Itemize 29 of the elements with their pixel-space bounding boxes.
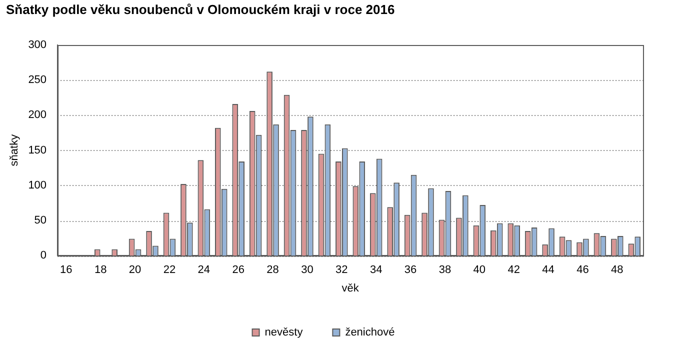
x-tick-label: 16: [60, 264, 72, 276]
y-tick-label: 300: [28, 39, 47, 52]
legend-label: nevěsty: [264, 326, 304, 339]
y-tick-label: 50: [34, 214, 47, 227]
x-tick-label: 18: [94, 264, 107, 276]
x-tick-label: 34: [370, 264, 382, 276]
x-axis-title: věk: [342, 282, 360, 294]
x-tick-label: 32: [336, 264, 348, 276]
x-tick-label: 24: [198, 264, 210, 276]
x-tick-label: 40: [473, 264, 486, 276]
x-tick-label: 38: [438, 264, 452, 276]
legend-label: ženichové: [345, 326, 395, 339]
y-tick-label: 200: [28, 109, 47, 122]
y-tick-label: 150: [28, 144, 47, 156]
y-tick-label: 0: [40, 250, 47, 262]
x-tick-label: 48: [611, 264, 624, 276]
x-tick-label: 22: [163, 264, 176, 276]
x-tick-label: 42: [508, 264, 520, 276]
chart-title: Sňatky podle věku snoubenců v Olomouckém kraji v roce 2016: [6, 2, 395, 17]
x-tick-label: 28: [266, 264, 279, 276]
x-tick-label: 44: [542, 264, 554, 276]
x-tick-label: 26: [232, 264, 244, 276]
x-tick-label: 20: [128, 264, 142, 276]
x-tick-label: 30: [301, 264, 314, 276]
x-tick-label: 36: [404, 264, 417, 276]
y-tick-label: 250: [28, 74, 47, 86]
y-axis-title: sňatky: [8, 134, 21, 166]
y-tick-label: 100: [28, 179, 47, 192]
x-tick-label: 46: [576, 264, 589, 276]
